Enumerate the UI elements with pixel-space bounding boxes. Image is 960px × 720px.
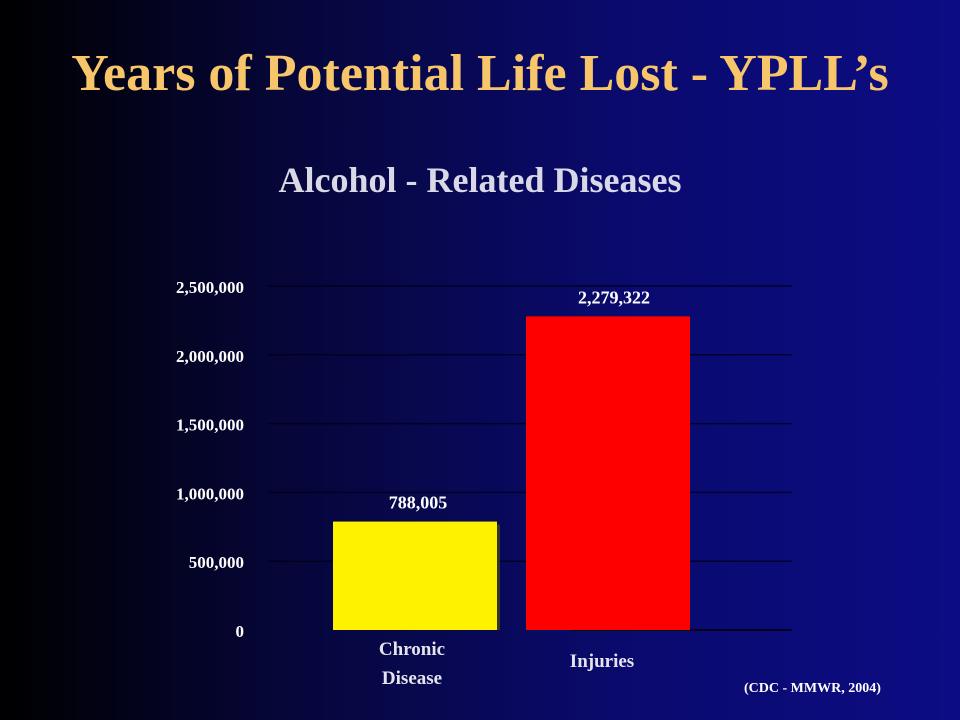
y-tick-label: 2,000,000 [176, 347, 244, 366]
y-tick-label: 500,000 [189, 553, 244, 572]
y-tick-label: 1,000,000 [176, 484, 244, 503]
x-category-label: Disease [382, 668, 442, 689]
slide-title: Years of Potential Life Lost - YPLL’s [71, 45, 889, 102]
x-category-label: Injuries [570, 651, 634, 672]
y-tick-label: 1,500,000 [176, 416, 244, 435]
chart-title: Alcohol - Related Diseases [278, 160, 682, 200]
data-label: 788,005 [389, 493, 448, 513]
y-tick-label: 0 [236, 622, 245, 641]
data-label: 2,279,322 [578, 287, 650, 307]
x-category-label: Chronic [379, 639, 445, 660]
bar-chronic-disease [333, 521, 497, 630]
bar-injuries [526, 316, 690, 630]
source-citation: (CDC - MMWR, 2004) [744, 681, 881, 696]
y-tick-label: 2,500,000 [176, 278, 244, 297]
